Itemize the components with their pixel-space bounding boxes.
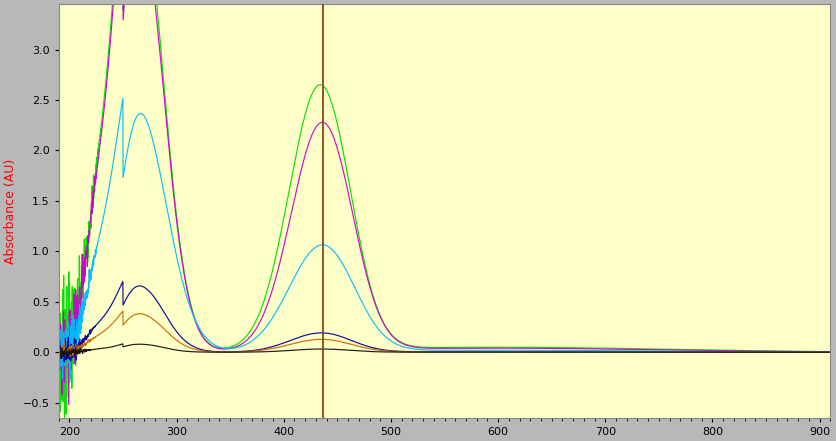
Y-axis label: Absorbance (AU): Absorbance (AU) [4, 158, 18, 264]
